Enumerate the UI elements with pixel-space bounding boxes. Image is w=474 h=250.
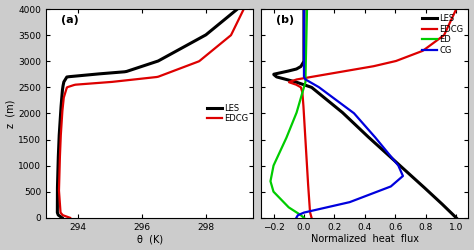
CG xyxy=(360,122,366,125)
LES xyxy=(279,77,285,80)
EDCG xyxy=(300,77,306,80)
LES xyxy=(156,59,162,62)
EDCG xyxy=(304,163,310,166)
CG xyxy=(301,8,307,10)
CG xyxy=(394,163,400,166)
LES xyxy=(301,59,307,62)
Legend: LES, EDCG, ED, CG: LES, EDCG, ED, CG xyxy=(421,13,464,56)
ED xyxy=(290,122,295,125)
LES xyxy=(301,8,307,10)
EDCG xyxy=(57,163,63,166)
EDCG xyxy=(309,216,314,219)
LES xyxy=(63,77,69,80)
EDCG xyxy=(62,93,67,96)
EDCG xyxy=(67,216,73,219)
EDCG xyxy=(241,8,246,10)
X-axis label: θ  (K): θ (K) xyxy=(137,234,163,244)
CG xyxy=(394,179,400,182)
ED xyxy=(299,93,305,96)
Line: EDCG: EDCG xyxy=(289,9,456,218)
LES xyxy=(55,163,61,166)
Line: EDCG: EDCG xyxy=(59,9,244,218)
ED xyxy=(301,216,307,219)
CG xyxy=(302,77,308,80)
Text: (a): (a) xyxy=(61,15,78,25)
LES xyxy=(395,163,401,166)
EDCG xyxy=(454,8,459,10)
ED xyxy=(303,59,309,62)
EDCG xyxy=(59,122,64,125)
Y-axis label: z  (m): z (m) xyxy=(6,99,16,128)
ED xyxy=(302,77,308,80)
EDCG xyxy=(305,179,311,182)
LES xyxy=(235,8,240,10)
ED xyxy=(304,8,310,10)
ED xyxy=(268,179,273,182)
Line: ED: ED xyxy=(271,9,307,218)
LES xyxy=(454,216,459,219)
LES xyxy=(318,93,324,96)
Line: CG: CG xyxy=(296,9,403,218)
Legend: LES, EDCG: LES, EDCG xyxy=(206,103,249,124)
EDCG xyxy=(56,179,62,182)
LES xyxy=(351,122,357,125)
EDCG xyxy=(141,77,147,80)
LES xyxy=(59,93,65,96)
CG xyxy=(293,216,299,219)
CG xyxy=(301,59,307,62)
Line: LES: LES xyxy=(274,9,456,218)
LES xyxy=(55,179,61,182)
EDCG xyxy=(394,59,400,62)
EDCG xyxy=(301,122,307,125)
LES xyxy=(414,179,419,182)
X-axis label: Normalized  heat  flux: Normalized heat flux xyxy=(311,234,419,244)
CG xyxy=(326,93,332,96)
Line: LES: LES xyxy=(57,9,237,218)
LES xyxy=(59,216,65,219)
Text: (b): (b) xyxy=(276,15,294,25)
EDCG xyxy=(197,59,203,62)
LES xyxy=(57,122,63,125)
ED xyxy=(271,163,277,166)
EDCG xyxy=(300,93,305,96)
